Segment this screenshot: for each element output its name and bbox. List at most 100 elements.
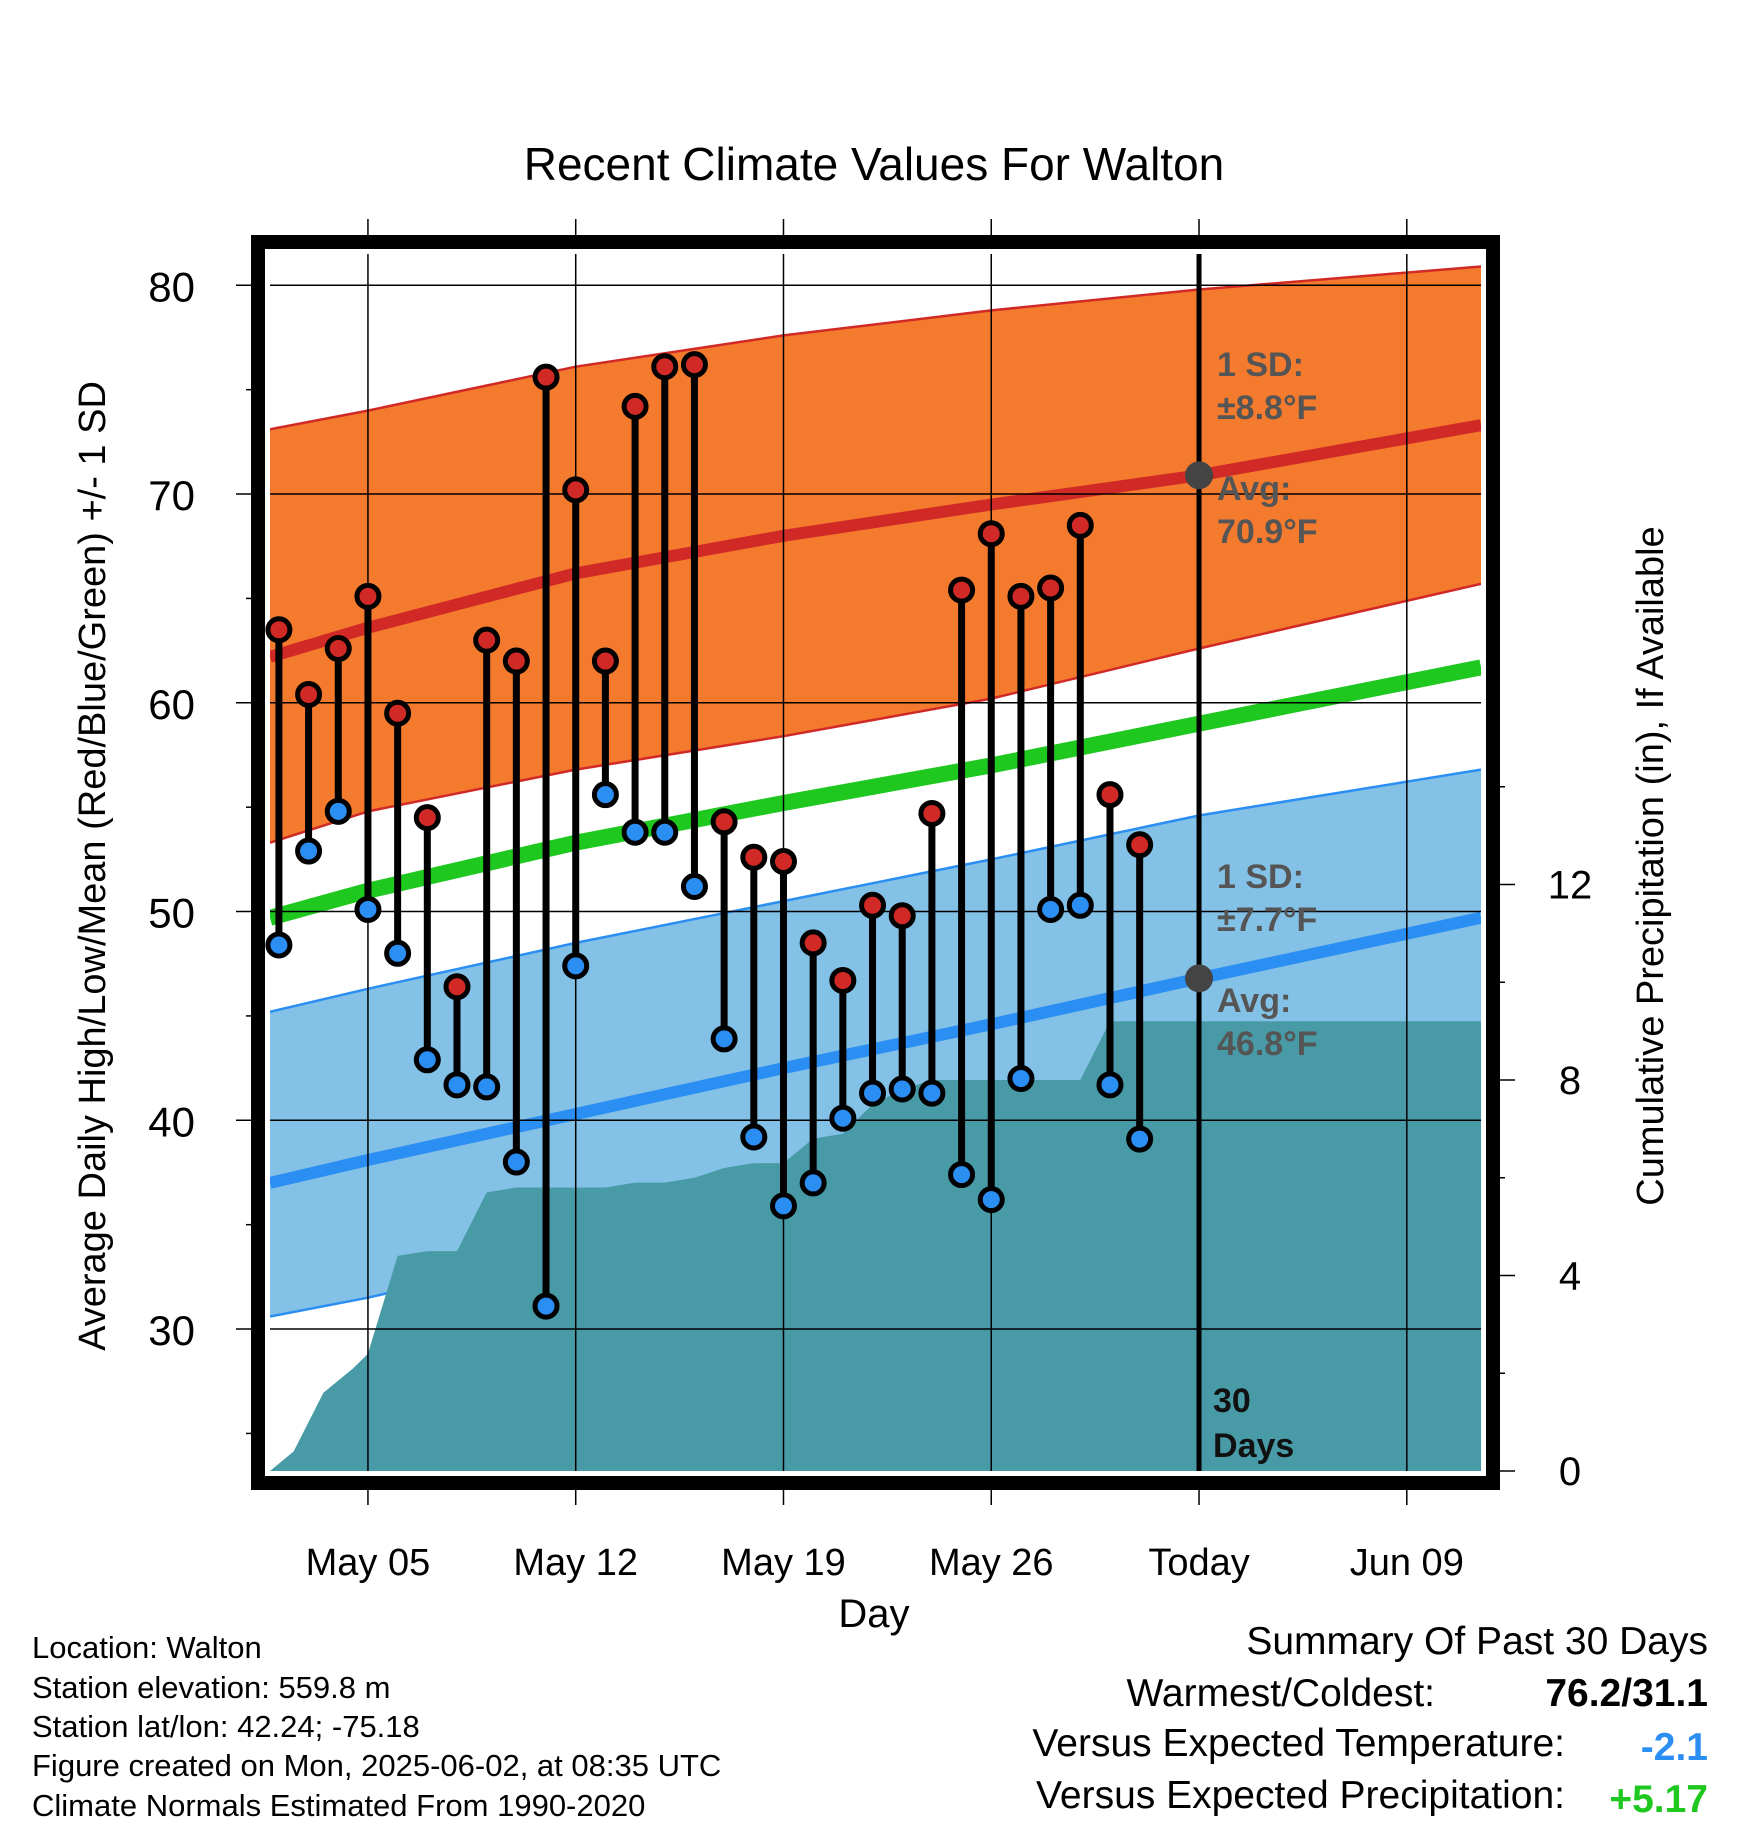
observed-high-point <box>384 699 412 727</box>
observed-high-point <box>769 847 797 875</box>
high-avg-annotation-label: Avg: <box>1217 470 1291 508</box>
summary-temp-label: Versus Expected Temperature: <box>1032 1722 1565 1765</box>
precip-area <box>270 1021 1481 1471</box>
observed-low-point <box>532 1292 560 1320</box>
x-tick-label: May 05 <box>306 1542 431 1584</box>
observed-low-point <box>295 837 323 865</box>
observed-high-point <box>562 476 590 504</box>
observed-low-point <box>621 818 649 846</box>
observed-low-point <box>502 1148 530 1176</box>
low-sd-annotation-value: ±7.7°F <box>1217 901 1317 939</box>
y-tick-label: 70 <box>148 472 195 519</box>
observed-low-point <box>384 939 412 967</box>
observed-high-point <box>710 808 738 836</box>
y-tick-label: 60 <box>148 681 195 728</box>
observed-low-point <box>473 1073 501 1101</box>
y2-axis-label: Cumulative Precipitation (in), If Availa… <box>1630 526 1672 1205</box>
observed-low-point <box>1007 1065 1035 1093</box>
y-tick-label: 50 <box>148 890 195 937</box>
observed-high-point <box>977 520 1005 548</box>
observed-high-point <box>443 973 471 1001</box>
today-low-avg-point <box>1185 964 1214 993</box>
plot-area: 1 SD: ±8.8°F Avg: 70.9°F 1 SD: ±7.7°F Avg: 46.8… <box>148 219 1592 1584</box>
observed-high-point <box>1096 781 1124 809</box>
observed-low-point <box>413 1046 441 1074</box>
observed-low-point <box>769 1192 797 1220</box>
x-tick-label: May 19 <box>721 1542 846 1584</box>
x-tick-label: Today <box>1148 1542 1249 1584</box>
observed-low-point <box>591 781 619 809</box>
observed-high-point <box>799 929 827 957</box>
footer-normals: Climate Normals Estimated From 1990-2020 <box>32 1788 646 1823</box>
observed-low-point <box>710 1025 738 1053</box>
y-tick-label: 30 <box>148 1307 195 1354</box>
high-sd-annotation-label: 1 SD: <box>1217 346 1304 384</box>
observed-low-point <box>354 895 382 923</box>
y2-tick-label: 0 <box>1559 1450 1581 1494</box>
observed-low-point <box>1096 1071 1124 1099</box>
observed-high-point <box>1037 574 1065 602</box>
observed-high-point <box>591 647 619 675</box>
observed-high-point <box>651 353 679 381</box>
high-avg-annotation-value: 70.9°F <box>1217 513 1318 551</box>
observed-high-point <box>1126 831 1154 859</box>
observed-low-point <box>888 1075 916 1103</box>
observed-low-point <box>651 818 679 846</box>
footer-elevation: Station elevation: 559.8 m <box>32 1670 391 1705</box>
observed-high-point <box>295 680 323 708</box>
observed-low-point <box>740 1123 768 1151</box>
days-count-annotation: 30 <box>1213 1382 1251 1420</box>
x-tick-label: May 12 <box>513 1542 638 1584</box>
observed-high-point <box>324 635 352 663</box>
summary-precip-value: +5.17 <box>1609 1778 1708 1821</box>
footer-created: Figure created on Mon, 2025-06-02, at 08… <box>32 1748 722 1783</box>
observed-high-point <box>1066 511 1094 539</box>
observed-high-point <box>859 891 887 919</box>
observed-high-point <box>621 392 649 420</box>
observed-low-point <box>829 1104 857 1132</box>
observed-high-point <box>918 799 946 827</box>
summary-warmest-label: Warmest/Coldest: <box>1126 1672 1435 1715</box>
observed-low-point <box>680 873 708 901</box>
high-sd-annotation-value: ±8.8°F <box>1217 389 1317 427</box>
observed-low-point <box>265 931 293 959</box>
x-tick-label: May 26 <box>929 1542 1054 1584</box>
observed-high-point <box>473 626 501 654</box>
observed-low-point <box>948 1161 976 1189</box>
x-tick-label: Jun 09 <box>1350 1542 1464 1584</box>
observed-low-point <box>799 1169 827 1197</box>
observed-low-point <box>324 797 352 825</box>
axis-ticks <box>236 219 1515 1505</box>
observed-low-point <box>562 952 590 980</box>
low-sd-annotation-label: 1 SD: <box>1217 858 1304 896</box>
y2-tick-label: 8 <box>1559 1059 1581 1103</box>
today-high-avg-point <box>1185 461 1214 490</box>
summary-title: Summary Of Past 30 Days <box>1246 1620 1708 1663</box>
summary-temp-value: -2.1 <box>1640 1726 1708 1769</box>
observed-low-point <box>1037 895 1065 923</box>
plot-frame <box>251 235 1500 1490</box>
observed-high-point <box>829 966 857 994</box>
observed-low-point <box>1126 1125 1154 1153</box>
low-avg-annotation-label: Avg: <box>1217 982 1291 1020</box>
observed-low-point <box>1066 891 1094 919</box>
observed-high-point <box>1007 582 1035 610</box>
chart-title: Recent Climate Values For Walton <box>524 138 1225 190</box>
observed-high-point <box>532 363 560 391</box>
observed-high-point <box>888 902 916 930</box>
y2-tick-label: 4 <box>1559 1254 1581 1298</box>
low-avg-annotation-value: 46.8°F <box>1217 1025 1318 1063</box>
y-tick-label: 80 <box>148 263 195 310</box>
observed-low-point <box>977 1186 1005 1214</box>
observed-high-point <box>680 351 708 379</box>
y-axis-label: Average Daily High/Low/Mean (Red/Blue/Gr… <box>72 381 114 1351</box>
observed-high-point <box>354 582 382 610</box>
observed-high-point <box>265 616 293 644</box>
footer-latlon: Station lat/lon: 42.24; -75.18 <box>32 1709 420 1744</box>
footer-location: Location: Walton <box>32 1630 262 1665</box>
x-axis-label: Day <box>838 1592 909 1636</box>
days-word-annotation: Days <box>1213 1427 1294 1465</box>
observed-high-point <box>740 843 768 871</box>
observed-low-point <box>918 1079 946 1107</box>
y-tick-label: 40 <box>148 1098 195 1145</box>
